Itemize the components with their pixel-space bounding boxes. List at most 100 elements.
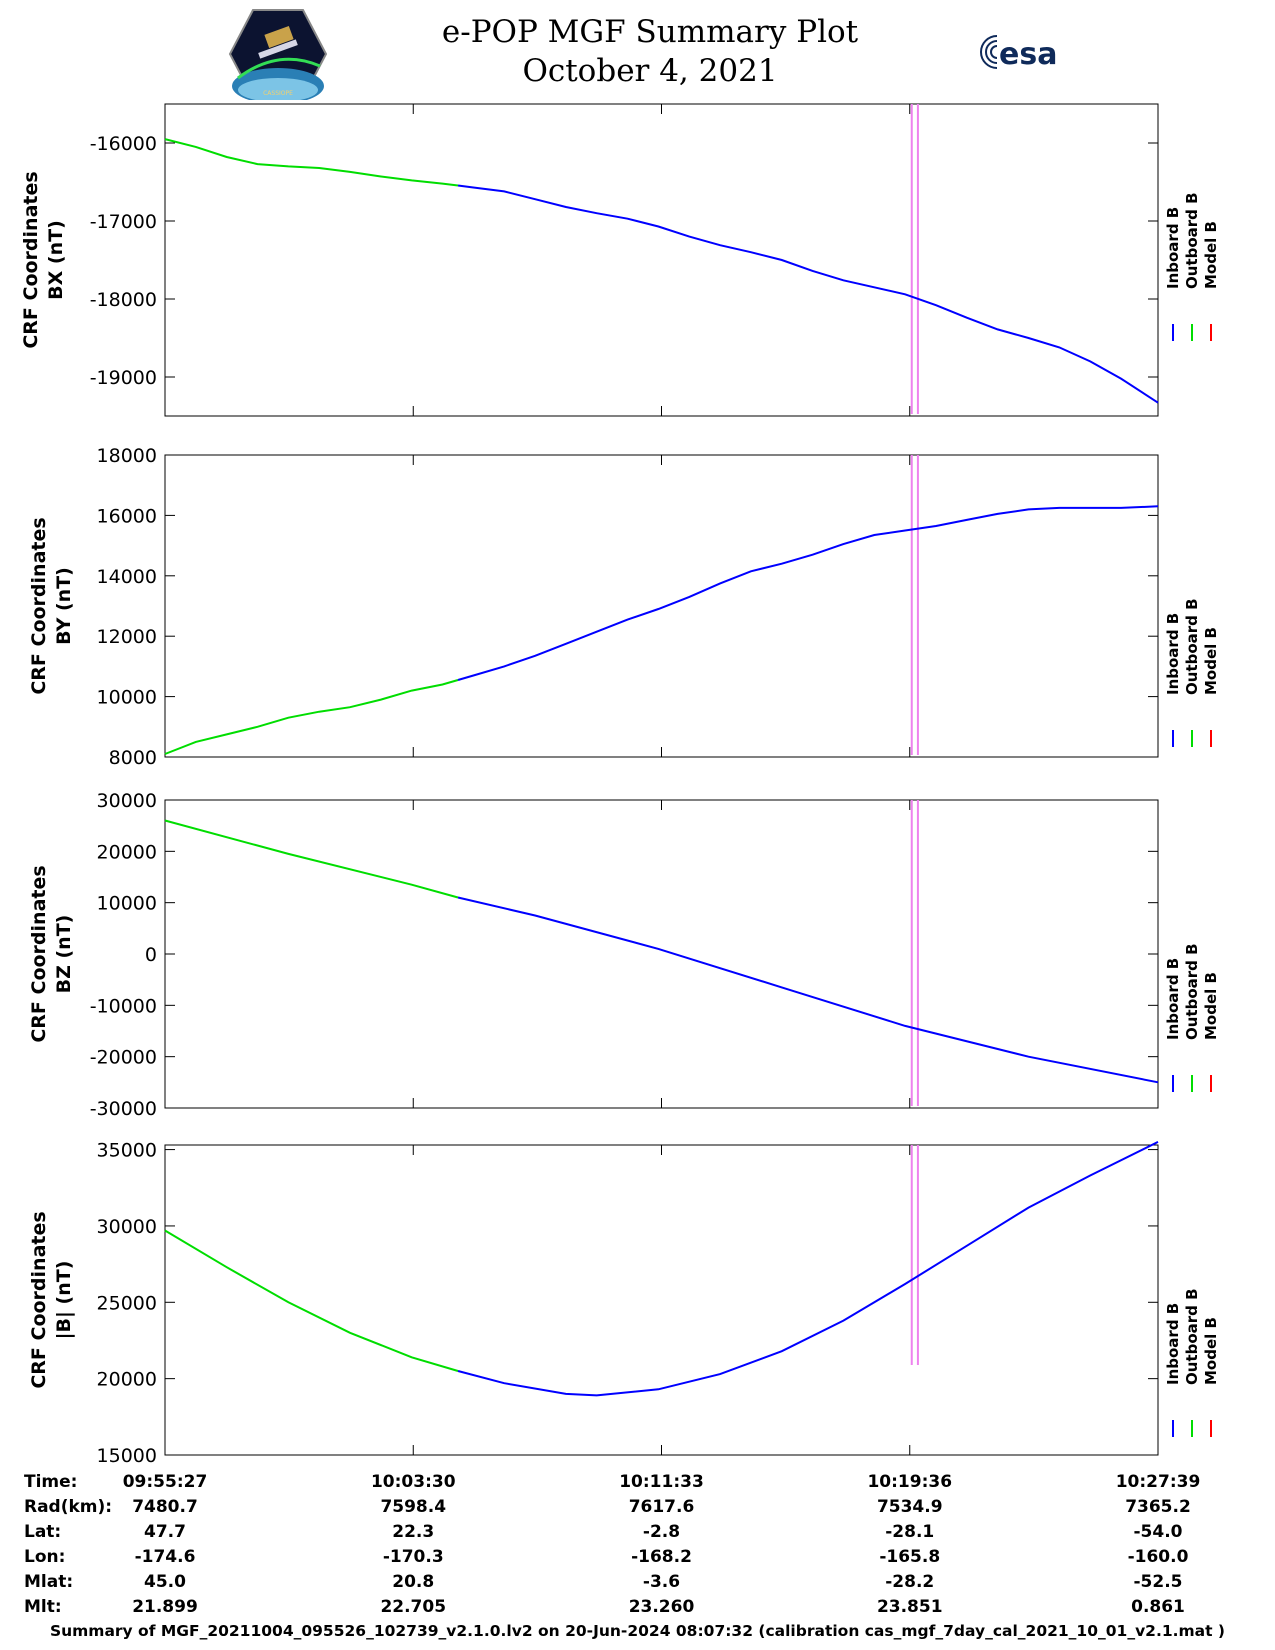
- y-tick-label: -16000: [90, 133, 157, 155]
- y-tick-label: -17000: [90, 211, 157, 233]
- table-cell: 7617.6: [629, 1497, 695, 1517]
- y-axis-label: |B| (nT): [53, 1261, 75, 1340]
- y-tick-label: -10000: [90, 995, 157, 1017]
- table-cell: 09:55:27: [123, 1472, 208, 1492]
- legend-label: Outboard B: [1183, 1288, 1201, 1385]
- legend-label: Outboard B: [1183, 192, 1201, 289]
- table-cell: -170.3: [383, 1547, 444, 1567]
- y-tick-label: 30000: [97, 1216, 157, 1238]
- y-tick-label: -20000: [90, 1047, 157, 1069]
- table-row-label: Rad(km):: [24, 1497, 112, 1517]
- y-axis-label: CRF Coordinates: [28, 1211, 50, 1388]
- orbit-table: Time: Rad(km): Lat: Lon: Mlat: Mlt: 09:55:27 74…: [24, 1472, 1200, 1617]
- y-tick-label: -19000: [90, 367, 157, 389]
- y-tick-label: 18000: [97, 445, 157, 467]
- panel-1: -19000 -18000 -17000 -16000 CRF Coordinates B…: [20, 103, 1220, 417]
- table-cell: -52.5: [1134, 1572, 1183, 1592]
- plot-frame: [164, 103, 1159, 417]
- table-cell: -28.2: [885, 1572, 934, 1592]
- plot-date: October 4, 2021: [522, 53, 778, 89]
- plot-frame: [164, 799, 1159, 1109]
- y-tick-label: 25000: [97, 1292, 157, 1314]
- y-tick-label: -18000: [90, 289, 157, 311]
- table-cell: 22.705: [380, 1597, 446, 1617]
- table-cell: 23.260: [629, 1597, 695, 1617]
- table-cell: -165.8: [879, 1547, 940, 1567]
- y-axis-label: BZ (nT): [53, 915, 75, 994]
- series-line-outboard-b: [164, 138, 459, 187]
- y-tick-label: 20000: [97, 1369, 157, 1391]
- panel-4: 15000 20000 25000 30000 35000 CRF Coordinates…: [28, 1140, 1220, 1467]
- legend-label: Inboard B: [1164, 613, 1182, 695]
- plot-title: e-POP MGF Summary Plot: [441, 14, 859, 50]
- series-line-inboard-b: [457, 896, 1159, 1084]
- y-tick-label: 14000: [97, 566, 157, 588]
- table-cell: 23.851: [877, 1597, 943, 1617]
- panel-2: 8000 10000 12000 14000 16000 18000 CRF Coordin…: [28, 445, 1220, 769]
- table-row-label: Mlt:: [24, 1597, 62, 1617]
- legend-label: Model B: [1202, 1317, 1220, 1385]
- y-tick-label: 0: [145, 944, 157, 966]
- y-axis-label: CRF Coordinates: [20, 171, 42, 348]
- table-cell: 21.899: [132, 1597, 198, 1617]
- plot-frame: [164, 1144, 1159, 1456]
- table-cell: 10:27:39: [1116, 1472, 1201, 1492]
- y-tick-label: 20000: [97, 841, 157, 863]
- legend-label: Outboard B: [1183, 943, 1201, 1040]
- y-tick-label: 16000: [97, 505, 157, 527]
- table-cell: 47.7: [144, 1522, 186, 1542]
- legend-label: Inboard B: [1164, 1303, 1182, 1385]
- table-cell: 0.861: [1131, 1597, 1185, 1617]
- table-cell: 20.8: [392, 1572, 434, 1592]
- table-cell: 10:03:30: [371, 1472, 456, 1492]
- series-line-outboard-b: [164, 679, 459, 755]
- series-line-outboard-b: [164, 819, 459, 899]
- table-row-label: Lon:: [24, 1547, 65, 1567]
- table-cell: -3.6: [643, 1572, 680, 1592]
- legend-label: Inboard B: [1164, 207, 1182, 289]
- legend-label: Inboard B: [1164, 958, 1182, 1040]
- table-cell: 45.0: [144, 1572, 186, 1592]
- table-cell: -28.1: [885, 1522, 934, 1542]
- y-tick-label: 35000: [97, 1140, 157, 1162]
- table-cell: 10:19:36: [867, 1472, 952, 1492]
- y-tick-label: 15000: [97, 1445, 157, 1467]
- esa-wordmark: esa: [999, 37, 1057, 72]
- esa-logo-icon: esa: [980, 35, 1057, 72]
- series-line-inboard-b: [457, 505, 1159, 681]
- plot-frame: [164, 454, 1159, 758]
- cassiope-mission-patch-icon: CASSIOPE: [228, 9, 328, 100]
- footer-summary: Summary of MGF_20211004_095526_102739_v2…: [49, 1622, 1226, 1640]
- y-axis-label: BY (nT): [53, 567, 75, 645]
- legend-label: Model B: [1202, 627, 1220, 695]
- table-row-label: Lat:: [24, 1522, 61, 1542]
- table-cell: -54.0: [1134, 1522, 1183, 1542]
- table-cell: 7534.9: [877, 1497, 943, 1517]
- y-tick-label: 30000: [97, 790, 157, 812]
- table-cell: -168.2: [631, 1547, 692, 1567]
- table-cell: -2.8: [643, 1522, 680, 1542]
- y-tick-label: 10000: [97, 687, 157, 709]
- series-line-outboard-b: [164, 1229, 459, 1372]
- svg-text:CASSIOPE: CASSIOPE: [263, 90, 293, 97]
- table-cell: 7480.7: [132, 1497, 198, 1517]
- table-cell: -160.0: [1128, 1547, 1189, 1567]
- y-tick-label: 10000: [97, 893, 157, 915]
- legend-label: Outboard B: [1183, 598, 1201, 695]
- panel-3: -30000 -20000 -10000 0 10000 20000 30000 CRF Co…: [28, 790, 1220, 1120]
- y-axis-label: CRF Coordinates: [28, 865, 50, 1042]
- y-tick-label: -30000: [90, 1098, 157, 1120]
- table-cell: 7598.4: [380, 1497, 446, 1517]
- table-cell: 22.3: [392, 1522, 434, 1542]
- legend-label: Model B: [1202, 972, 1220, 1040]
- y-axis-label: CRF Coordinates: [28, 517, 50, 694]
- y-axis-label: BX (nT): [45, 220, 67, 300]
- table-row-label: Mlat:: [24, 1572, 73, 1592]
- series-line-inboard-b: [457, 184, 1159, 404]
- table-cell: 10:11:33: [619, 1472, 704, 1492]
- table-cell: -174.6: [135, 1547, 196, 1567]
- y-tick-label: 12000: [97, 626, 157, 648]
- y-tick-label: 8000: [109, 747, 157, 769]
- legend-label: Model B: [1202, 221, 1220, 289]
